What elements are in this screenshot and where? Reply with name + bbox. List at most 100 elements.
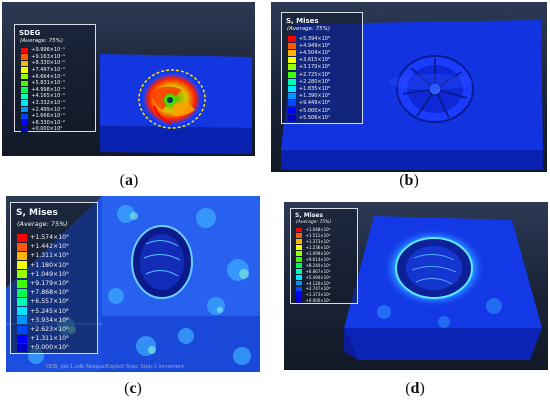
legend-row: +8.240×10⁸ — [296, 262, 330, 268]
legend-row: +1.648×10⁹ — [296, 227, 330, 233]
legend-row: +8.330×10⁻² — [21, 120, 65, 127]
legend-swatch — [21, 54, 29, 60]
legend-value: +2.280×10⁹ — [298, 78, 330, 85]
legend-swatch — [17, 325, 28, 334]
caption-c: (c) — [124, 380, 142, 397]
legend-row: +7.497×10⁻¹ — [21, 67, 65, 74]
legend-swatch — [17, 307, 28, 316]
legend-value: +4.998×10⁻¹ — [31, 86, 65, 93]
legend-row: +1.574×10⁹ — [17, 233, 69, 242]
legend-value: +6.867×10⁸ — [305, 268, 331, 274]
block-front-face — [344, 328, 542, 360]
legend-value: +5.245×10⁸ — [30, 307, 69, 315]
legend-row: +6.867×10⁸ — [296, 268, 330, 274]
legend-value: +1.390×10⁹ — [298, 93, 330, 100]
legend-value: +1.511×10⁹ — [305, 233, 331, 239]
legend-row: +1.442×10⁹ — [17, 242, 69, 251]
legend-row: +1.236×10⁹ — [296, 245, 330, 251]
legend-row: +0.000×10⁰ — [296, 298, 330, 304]
legend-row: +9.449×10⁸ — [288, 100, 330, 107]
legend-title: S, Mises — [286, 17, 319, 25]
legend-swatch — [21, 67, 29, 73]
legend-value: +2.747×10⁸ — [305, 286, 331, 292]
legend-swatch — [17, 343, 28, 353]
legend-row: +9.163×10⁻¹ — [21, 54, 65, 61]
legend-row: +1.311×10⁹ — [17, 251, 69, 261]
legend-swatch — [21, 93, 29, 100]
legend-value: +5.394×10⁹ — [298, 35, 330, 42]
legend-swatch — [17, 316, 28, 325]
legend-row: +1.390×10⁹ — [288, 93, 330, 100]
legend-value: +6.557×10⁸ — [30, 298, 69, 306]
legend-row: +4.120×10⁸ — [296, 280, 330, 286]
legend-b: S, Mises (Average: 75%) +5.394×10⁹ +4.949… — [281, 12, 363, 124]
legend-value: +1.311×10⁸ — [30, 335, 69, 343]
caption-letter: c — [129, 380, 137, 397]
legend-row: +8.330×10⁻¹ — [21, 60, 65, 67]
legend-swatch — [288, 57, 296, 64]
legend-swatch — [296, 251, 303, 256]
legend-swatch — [296, 274, 303, 280]
legend-swatch — [17, 297, 28, 307]
legend-value: +8.240×10⁸ — [305, 262, 331, 268]
legend-value: +1.648×10⁹ — [305, 227, 331, 233]
legend-swatch — [21, 80, 29, 87]
legend-swatch — [21, 113, 29, 120]
legend-d: S, Mises (Average: 75%) +1.648×10⁹ +1.511… — [290, 208, 358, 304]
panel-c: S, Mises (Average: 75%) +1.574×10⁹ +1.442… — [6, 196, 260, 372]
panel-a: SDEG (Average: 75%) +9.996×10⁻¹ +9.163×10… — [2, 2, 255, 156]
legend-row: +4.504×10⁹ — [288, 49, 330, 57]
legend-value: +2.725×10⁹ — [298, 71, 330, 78]
legend-value: +6.664×10⁻¹ — [31, 73, 65, 80]
block-front-face — [100, 126, 252, 154]
legend-swatch — [21, 126, 29, 133]
legend-value: +1.666×10⁻¹ — [31, 113, 65, 120]
legend-row: +5.394×10⁹ — [288, 35, 330, 42]
legend-row: +5.831×10⁻¹ — [21, 80, 65, 87]
legend-swatch — [17, 279, 28, 288]
legend-row: +9.179×10⁸ — [17, 279, 69, 288]
caption-letter: d — [410, 380, 420, 397]
legend-swatch — [17, 261, 28, 270]
legend-value: +1.373×10⁹ — [305, 239, 331, 245]
legend-row: +2.499×10⁻¹ — [21, 106, 65, 113]
legend-value: +5.831×10⁻¹ — [31, 80, 65, 87]
legend-swatch — [288, 100, 296, 107]
legend-value: +4.504×10⁹ — [298, 49, 330, 56]
legend-row: +1.511×10⁹ — [296, 233, 330, 239]
legend-swatch — [296, 233, 303, 239]
legend-row: +3.170×10⁹ — [288, 64, 330, 71]
legend-value: +5.000×10⁸ — [298, 107, 330, 114]
legend-row: +9.996×10⁻¹ — [21, 47, 65, 54]
legend-value: +4.120×10⁸ — [305, 280, 331, 286]
legend-swatch — [296, 286, 303, 292]
legend-row: +1.099×10⁹ — [296, 251, 330, 257]
legend-row: +1.180×10⁹ — [17, 261, 69, 270]
legend-swatch — [17, 270, 28, 279]
legend-swatch — [288, 85, 296, 93]
fe-model-d — [344, 216, 542, 360]
legend-swatch — [296, 245, 303, 251]
legend-swatch — [21, 120, 29, 126]
legend-row: +3.332×10⁻¹ — [21, 100, 65, 107]
legend-value: +7.497×10⁻¹ — [31, 67, 65, 74]
legend-swatch — [296, 268, 303, 274]
odb-footer: ODB: Job-1.odb Abaqus/Explicit Step: Ste… — [46, 364, 184, 370]
legend-value: +5.506×10⁷ — [298, 114, 330, 121]
legend-a: SDEG (Average: 75%) +9.996×10⁻¹ +9.163×10… — [14, 24, 96, 132]
legend-swatch — [17, 288, 28, 297]
legend-value: +0.000×10⁰ — [31, 126, 63, 133]
legend-swatch — [21, 73, 29, 80]
legend-row: +5.000×10⁸ — [288, 107, 330, 114]
legend-swatch — [296, 292, 303, 298]
legend-value: +0.000×10⁰ — [30, 344, 69, 352]
legend-value: +1.373×10⁸ — [305, 292, 331, 298]
legend-value: +1.442×10⁹ — [30, 243, 69, 251]
legend-swatch — [288, 71, 296, 78]
legend-swatch — [296, 239, 303, 245]
legend-value: +0.000×10⁰ — [305, 298, 331, 304]
legend-swatch — [288, 35, 296, 42]
caption-b: (b) — [399, 172, 419, 189]
legend-value: +9.996×10⁻¹ — [31, 47, 65, 54]
legend-value: +1.236×10⁹ — [305, 245, 331, 251]
